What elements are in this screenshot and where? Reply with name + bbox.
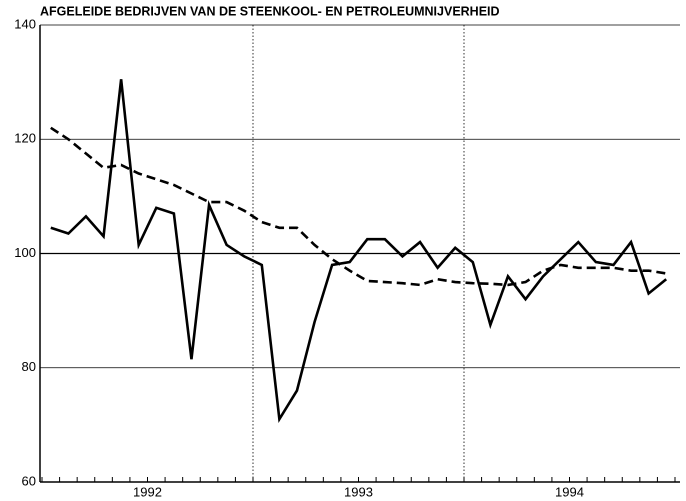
y-tick-label: 80 xyxy=(22,359,36,374)
x-tick-label: 1994 xyxy=(555,484,584,499)
y-tick-label: 60 xyxy=(22,473,36,488)
y-tick-label: 140 xyxy=(14,16,36,31)
y-tick-label: 100 xyxy=(14,245,36,260)
x-tick-label: 1993 xyxy=(344,484,373,499)
series-line xyxy=(50,79,668,424)
series-line xyxy=(50,126,667,287)
x-tick-label: 1992 xyxy=(133,484,162,499)
y-tick-label: 120 xyxy=(14,131,36,146)
chart-title: AFGELEIDE BEDRIJVEN VAN DE STEENKOOL- EN… xyxy=(40,4,500,18)
